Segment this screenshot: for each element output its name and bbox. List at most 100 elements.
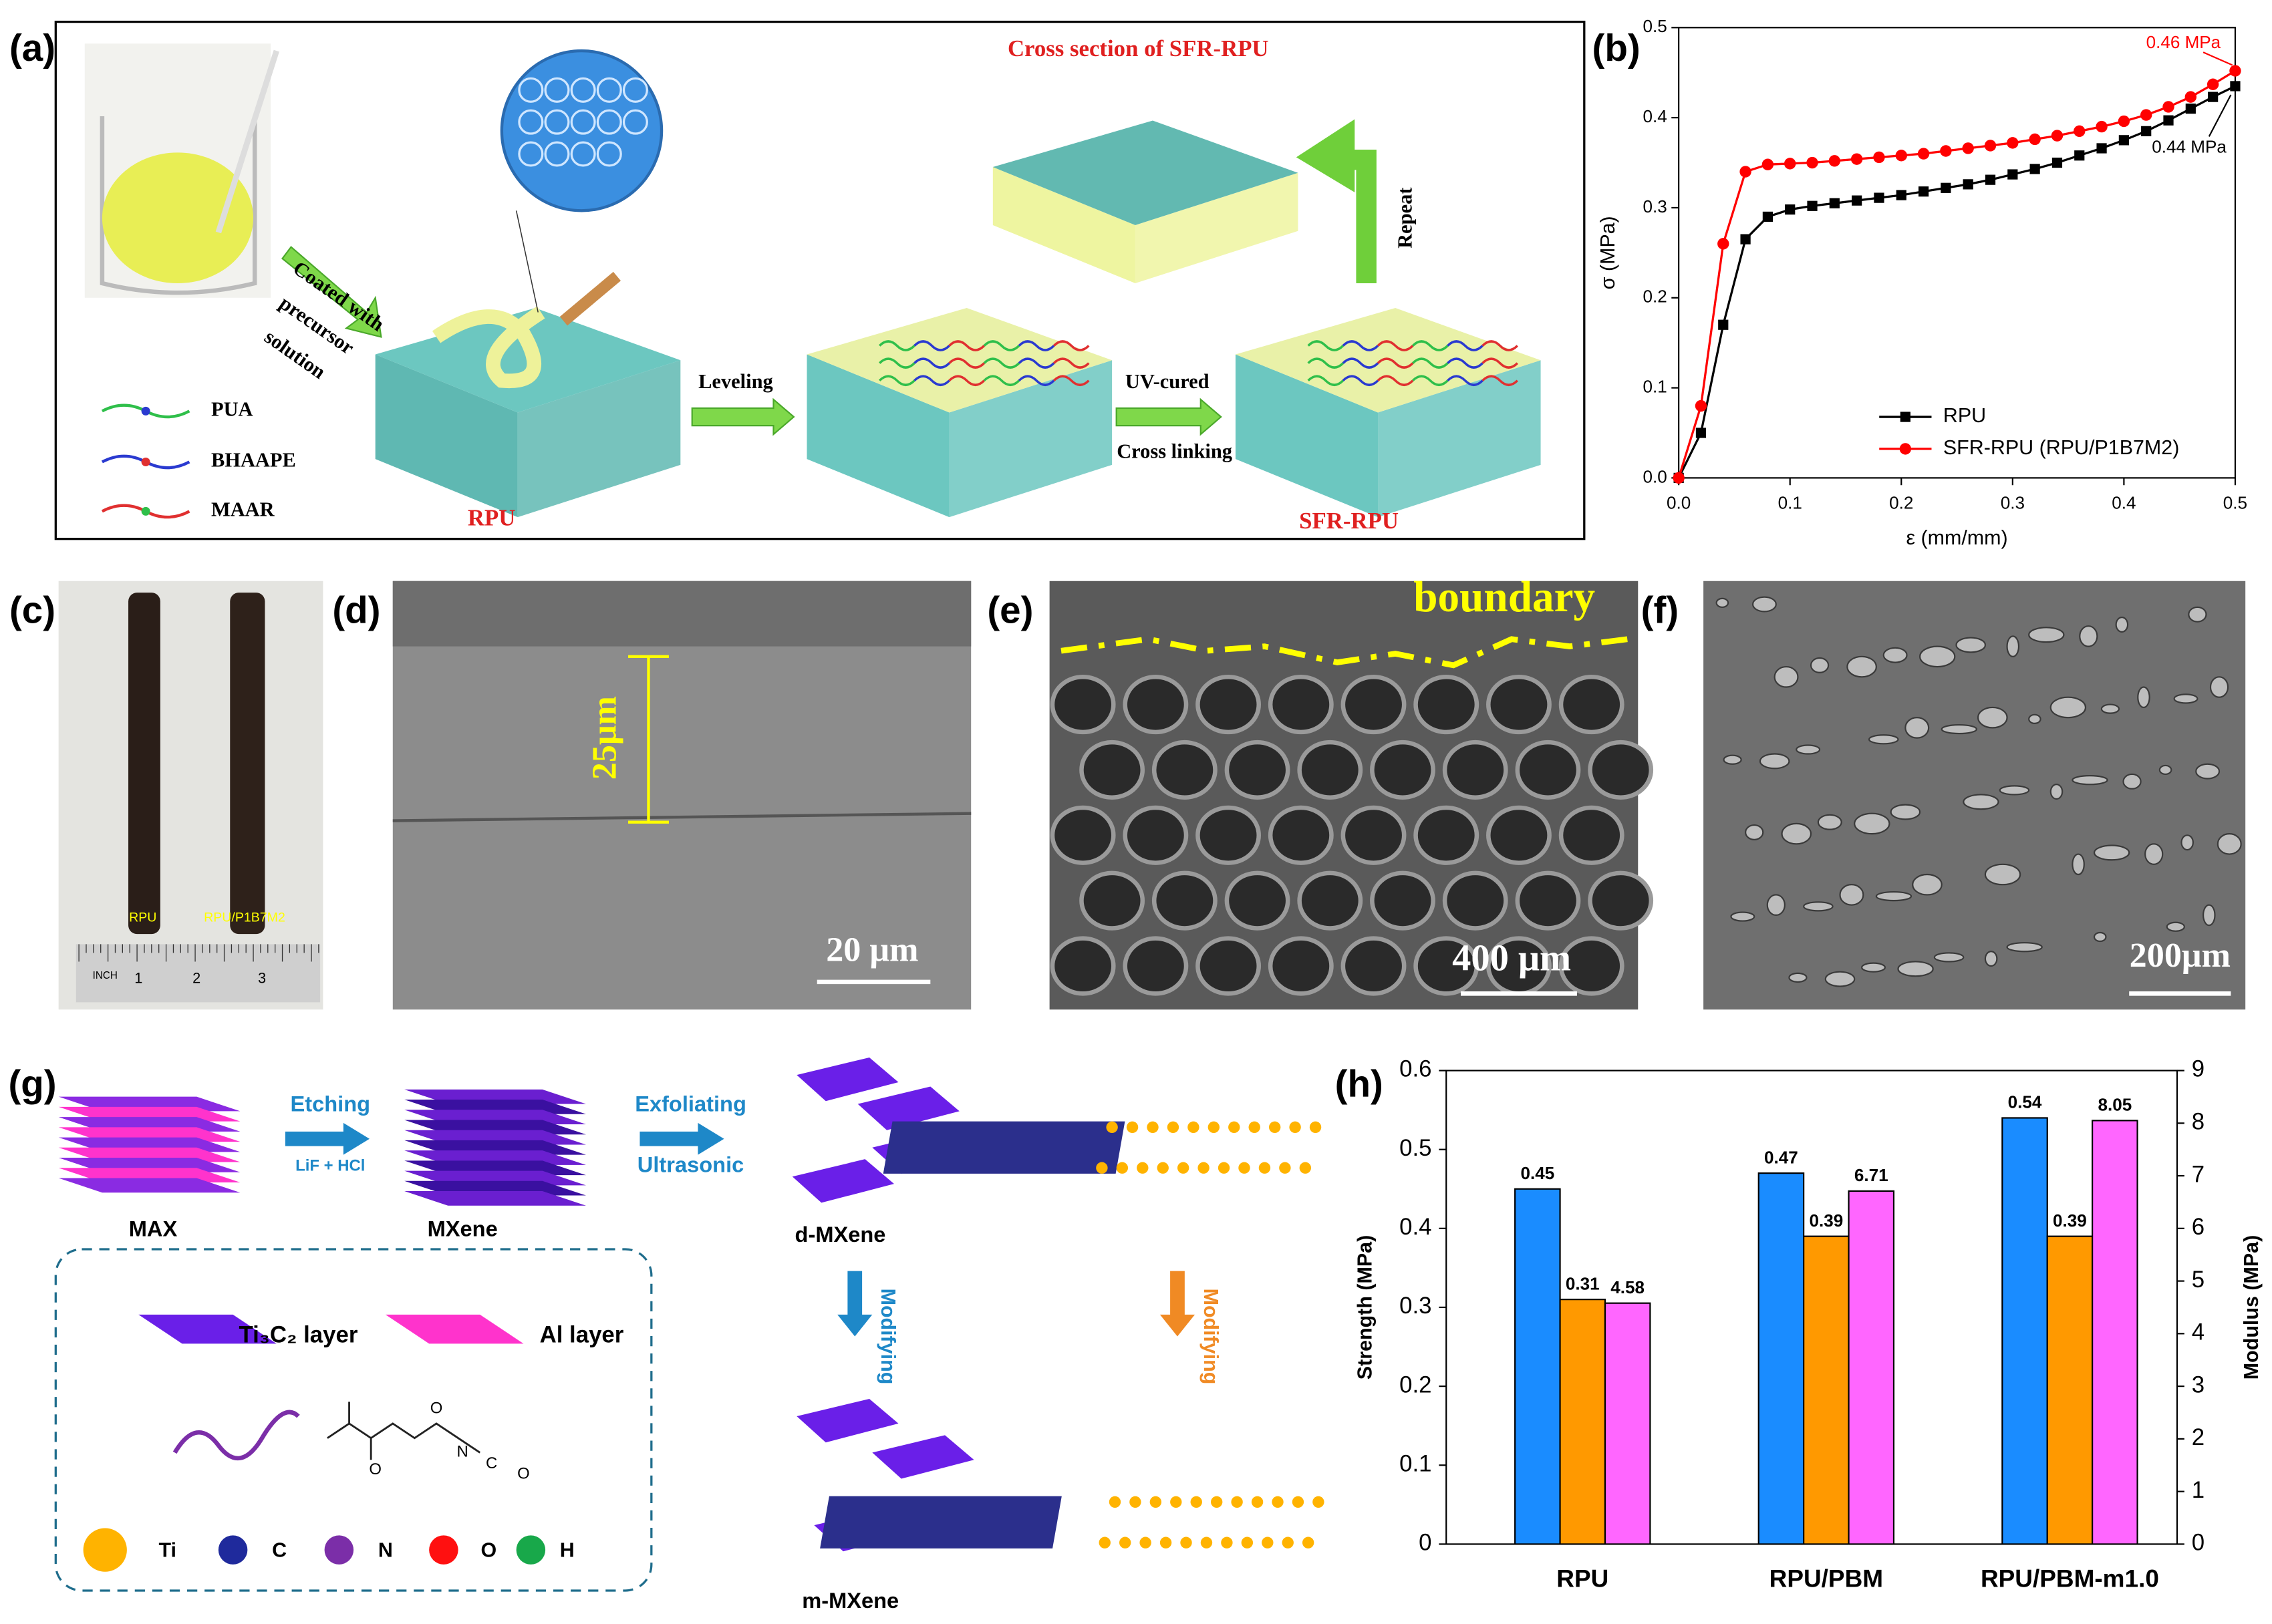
particle [1890,804,1921,820]
particle [2122,773,2142,790]
y-axis-label: σ (MPa) [1596,216,1619,289]
panel-label: (d) [332,589,380,631]
chain [1052,375,1090,386]
section-block-right [1135,172,1298,284]
cell [544,109,570,135]
marker [2096,120,2108,133]
photo [58,581,323,1010]
legend-label: MAAR [211,498,275,520]
cell [596,109,622,135]
particle [1759,753,1790,770]
marker [1918,186,1929,197]
stir-rod [215,49,279,234]
atom [1231,1496,1243,1508]
atom [1147,1121,1159,1134]
label: O [430,1399,443,1417]
value-label: 0.47 [1764,1147,1798,1167]
flake [797,1057,899,1102]
panel-label: (f) [1641,589,1679,631]
pore [1050,805,1116,865]
pore [1370,870,1435,931]
atom [1106,1121,1118,1134]
arrow [640,1122,724,1155]
particle [1984,951,1998,967]
pore [1486,675,1552,735]
marker [1739,166,1751,178]
particle [1810,657,1830,673]
precursor-solution [102,152,254,284]
y2-tick-label: 2 [2192,1425,2205,1450]
marker [1941,182,1951,193]
cell [518,109,544,135]
marker [1695,428,1707,438]
pore [1123,675,1189,735]
value-label: 0.31 [1566,1273,1600,1293]
chain [1307,340,1344,351]
pore [1558,675,1624,735]
pore [1195,675,1261,735]
y-tick-label: 0.5 [1399,1136,1431,1161]
chain [1411,340,1449,351]
atom-legend [516,1535,546,1565]
x-tick-label: 0.4 [2112,492,2136,512]
atom [1292,1496,1304,1508]
atom-legend [324,1535,354,1565]
x-axis-label: ε (mm/mm) [1906,526,2007,549]
pore [1195,805,1261,865]
y2-tick-label: 3 [2192,1372,2205,1398]
marker [2185,104,2196,114]
bar [1848,1190,1895,1545]
arrow [691,397,795,436]
chain [1481,357,1519,369]
marker [2163,115,2174,126]
coating-stroke [432,306,545,389]
particle [1919,645,1956,668]
particle [1796,744,1821,755]
y-axis-label: Strength (MPa) [1354,1235,1377,1379]
panel-title: Cross section of SFR-RPU [1008,35,1269,61]
particle [2093,931,2107,943]
atom [1251,1496,1264,1508]
particle [1751,596,1777,613]
pore [1151,740,1218,800]
particle [1730,911,1755,922]
chain [1018,357,1055,369]
y2-tick-label: 7 [2192,1162,2205,1187]
pore [1340,675,1407,735]
atom [1248,1121,1260,1134]
y-tick-label: 0.2 [1399,1372,1431,1398]
x-tick-label: RPU [1556,1565,1608,1593]
bar [1559,1299,1606,1545]
marker [2029,164,2040,174]
bar [2001,1117,2048,1545]
marker [2051,157,2063,168]
sfr-block-top [1235,307,1541,413]
y-tick-label: 0.4 [1643,106,1667,126]
marker [1695,399,1707,412]
label: Repeat [1394,188,1417,249]
pore [1195,936,1261,996]
chain [1342,340,1379,351]
chain [1447,357,1483,369]
polymer-chain [172,1410,300,1461]
pore [1151,870,1218,931]
marker [1895,150,1907,162]
marker [2140,109,2152,121]
marker [2162,101,2174,113]
x-tick-label: 0.3 [2001,492,2025,512]
particle [2006,635,2020,657]
pore [1442,740,1508,800]
particle [2028,627,2065,643]
chain [948,357,986,369]
label: INCH [93,970,118,981]
atom [1157,1162,1169,1174]
y2-tick-label: 6 [2192,1214,2205,1240]
panel-label: (c) [9,589,55,631]
label: boundary [1413,573,1595,621]
value-label: 0.39 [1809,1210,1843,1231]
chain [1377,375,1414,386]
annotation: 0.44 MPa [2152,137,2227,157]
y-tick-label: 0.2 [1643,287,1667,307]
particle [1955,637,1987,653]
